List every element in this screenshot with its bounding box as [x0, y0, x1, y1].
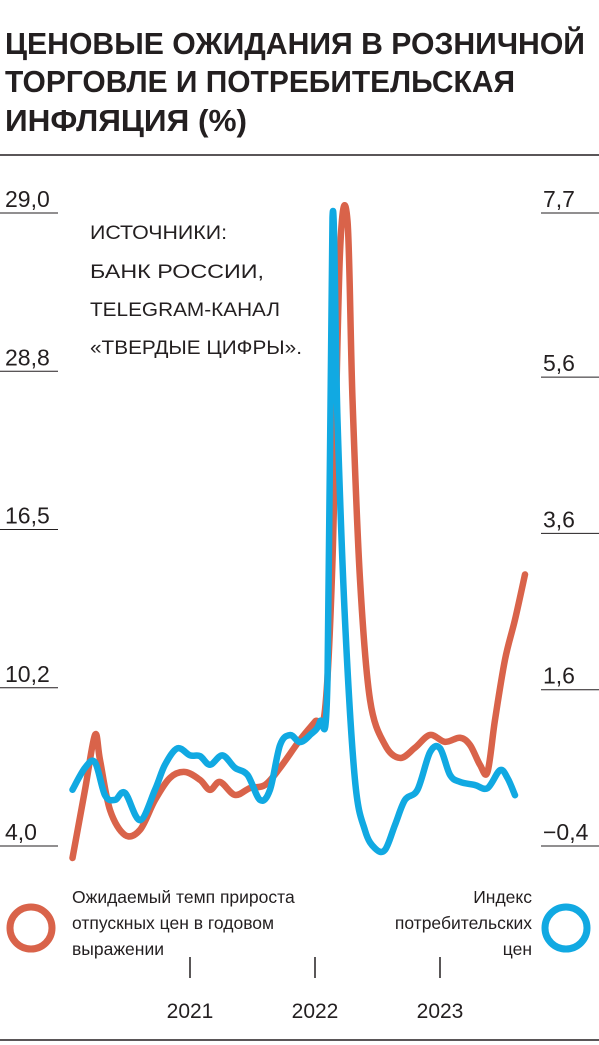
y-tick-label: 10,2: [5, 661, 50, 687]
y2-tick-label: −0,4: [543, 819, 589, 845]
y2-tick-label: 5,6: [543, 350, 575, 376]
y-tick-label: 16,5: [5, 503, 50, 529]
y-tick-label: 28,8: [5, 344, 50, 370]
y-tick-label: 29,0: [5, 186, 50, 212]
x-tick-label: 2021: [167, 1000, 214, 1023]
y-tick-label: 4,0: [5, 819, 37, 845]
annotation: TELEGRAM-КАНАЛ: [90, 300, 280, 321]
y2-tick-label: 1,6: [543, 663, 575, 689]
y2-tick-label: 3,6: [543, 506, 575, 532]
annotation: ИСТОЧНИКИ:: [90, 223, 227, 244]
legend-label: Ожидаемый темп прироста отпускных цен в г…: [72, 887, 295, 959]
legend-label: Индекс потребительских цен: [395, 887, 532, 959]
legend-marker: [6, 903, 56, 953]
chart-title: ТОРГОВЛЕ И ПОТРЕБИТЕЛЬСКАЯ: [5, 64, 515, 99]
annotation: «ТВЕРДЫЕ ЦИФРЫ».: [90, 338, 302, 359]
chart-title: ИНФЛЯЦИЯ (%): [5, 103, 247, 138]
legend-marker: [541, 903, 591, 953]
y2-tick-label: 7,7: [543, 186, 575, 212]
x-tick-label: 2022: [292, 1000, 339, 1023]
x-tick-label: 2023: [417, 1000, 464, 1023]
chart-title: ЦЕНОВЫЕ ОЖИДАНИЯ В РОЗНИЧНОЙ: [5, 25, 585, 61]
annotation: БАНК РОССИИ,: [90, 262, 264, 283]
data-line: [69, 207, 519, 856]
